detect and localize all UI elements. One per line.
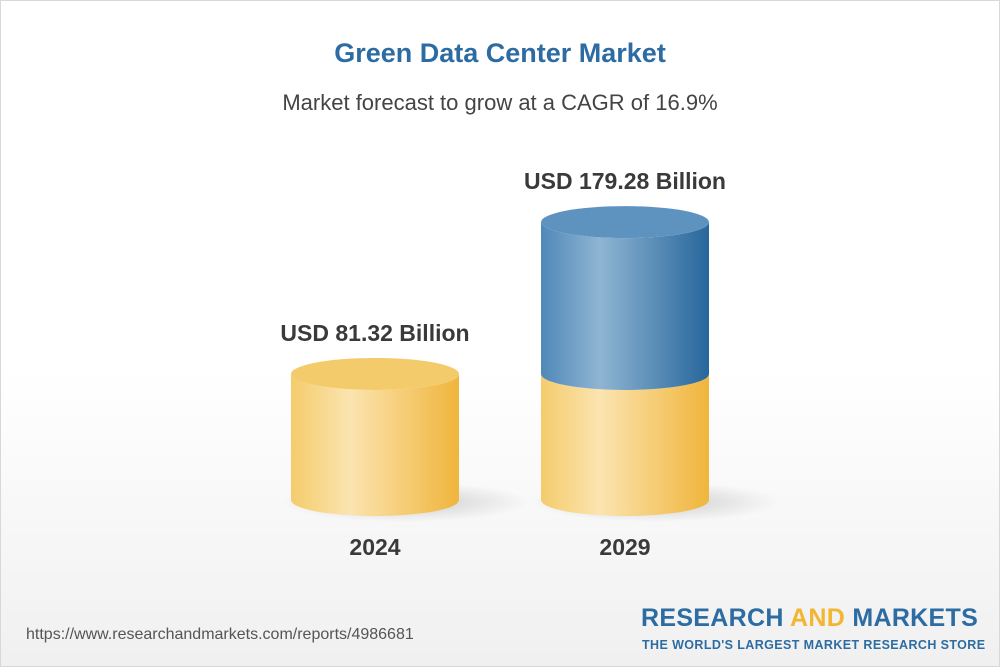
chart-subtitle: Market forecast to grow at a CAGR of 16.…	[282, 90, 718, 115]
logo-text-markets: MARKETS	[845, 604, 979, 632]
chart-title: Green Data Center Market	[334, 38, 666, 68]
source-url[interactable]: https://www.researchandmarkets.com/repor…	[26, 626, 414, 643]
bar-2024	[291, 373, 459, 516]
bar-top-2024	[291, 357, 459, 390]
data-label: USD 81.32 Billion	[280, 320, 469, 346]
x-tick-label: 2029	[599, 534, 650, 560]
bar-top-2029	[541, 206, 709, 239]
data-label: USD 179.28 Billion	[524, 168, 726, 194]
logo-text-and: AND	[790, 604, 846, 632]
bar-base-segment-2029	[541, 373, 709, 516]
logo-text-research: RESEARCH	[641, 604, 791, 632]
bar-growth-segment-2029	[541, 222, 709, 390]
brand-logo: RESEARCH AND MARKETS	[641, 604, 978, 633]
brand-tagline: THE WORLD'S LARGEST MARKET RESEARCH STOR…	[642, 638, 986, 652]
x-tick-label: 2024	[349, 534, 400, 560]
